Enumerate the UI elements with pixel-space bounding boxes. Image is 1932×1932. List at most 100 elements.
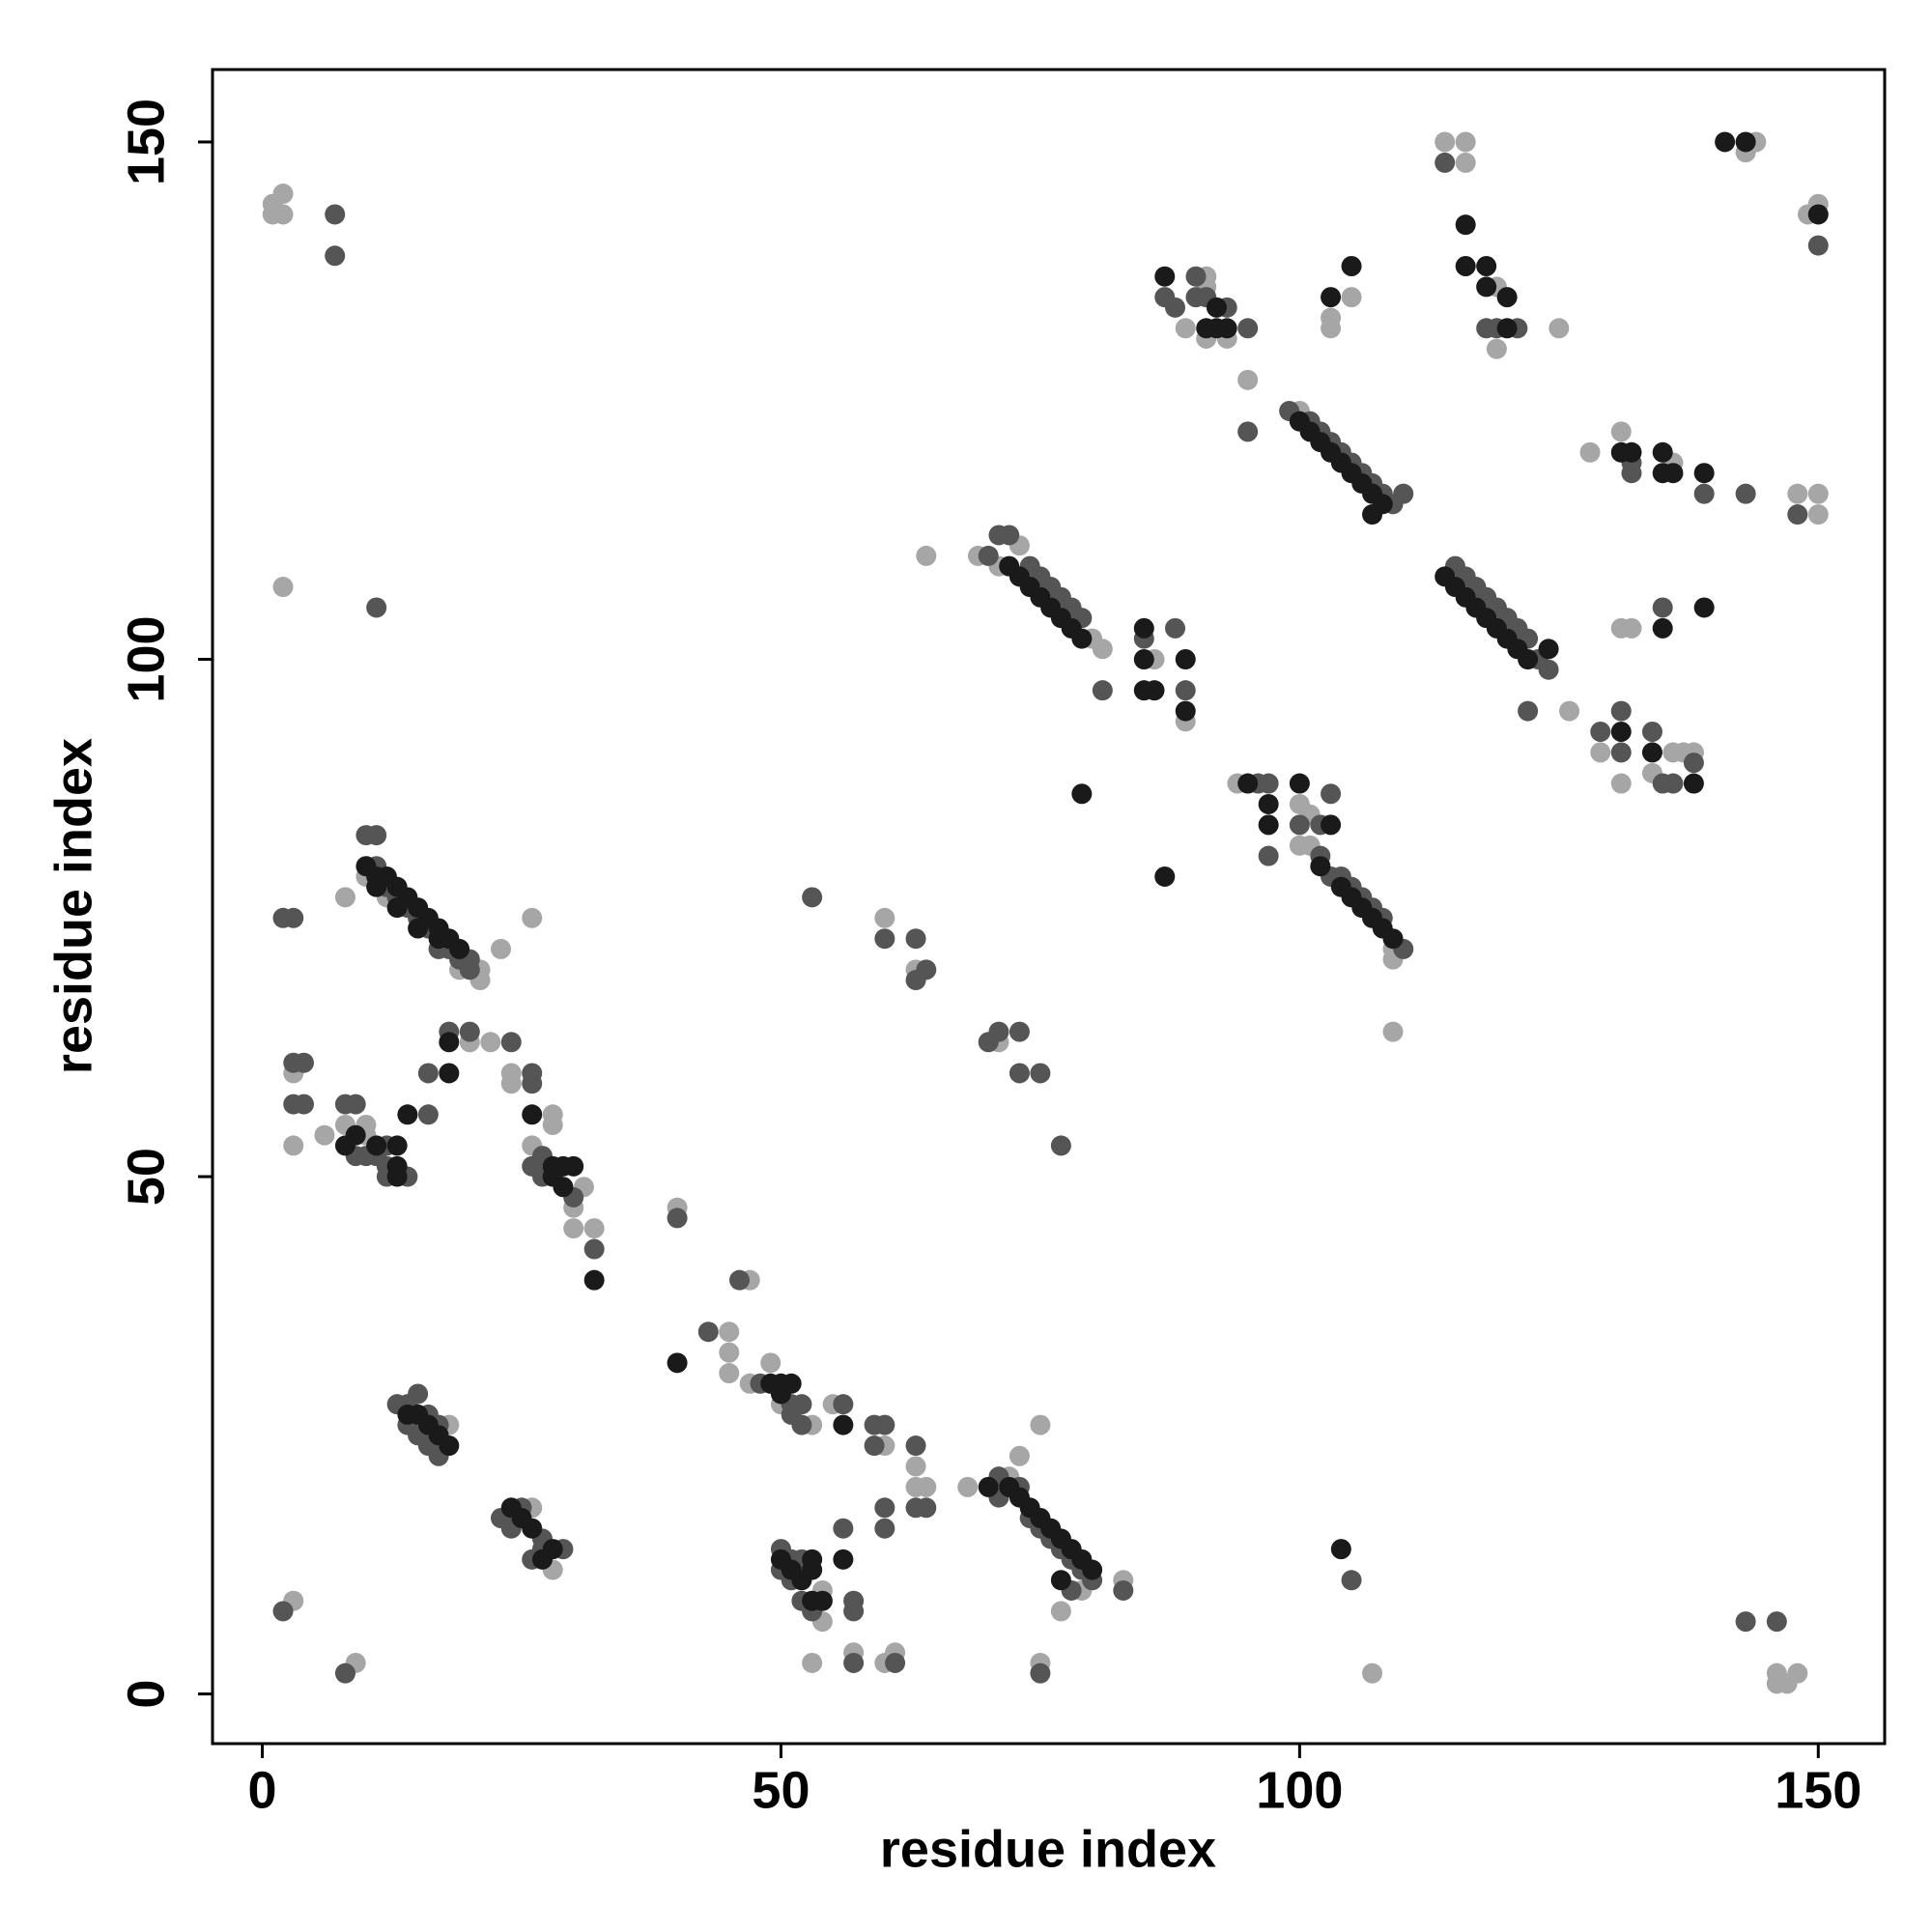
data-point [417, 1063, 439, 1084]
data-point [500, 1032, 522, 1053]
data-point [667, 1208, 688, 1229]
data-point [1030, 1063, 1051, 1084]
data-point [1206, 297, 1227, 318]
data-point [1321, 307, 1342, 328]
data-point [334, 887, 355, 908]
data-point [1641, 721, 1662, 742]
data-point [1310, 856, 1331, 877]
data-point [1154, 266, 1176, 287]
data-point [1009, 1021, 1030, 1042]
data-point [1030, 1662, 1051, 1684]
data-point [1455, 131, 1476, 153]
data-point [1113, 1579, 1134, 1601]
data-point [719, 1363, 740, 1384]
data-point [428, 928, 449, 950]
data-point [439, 1435, 460, 1457]
x-tick-label: 150 [1775, 1761, 1861, 1819]
data-point [449, 938, 470, 959]
data-point [978, 545, 999, 566]
data-point [1341, 256, 1362, 277]
data-point [1641, 742, 1662, 763]
data-point [1030, 1414, 1051, 1435]
data-point [1165, 297, 1186, 318]
data-point [1289, 773, 1310, 794]
data-point [272, 184, 294, 205]
data-point [770, 1383, 791, 1405]
data-point [791, 1570, 812, 1591]
data-point [1258, 773, 1279, 794]
data-point [1486, 338, 1507, 359]
data-point [1237, 773, 1259, 794]
data-point [1082, 1559, 1103, 1580]
data-point [314, 1124, 335, 1146]
data-point [916, 545, 937, 566]
data-point [272, 204, 294, 225]
data-point [1610, 773, 1632, 794]
data-point [1548, 318, 1570, 339]
data-point [1362, 1662, 1383, 1684]
data-point [397, 1104, 418, 1125]
y-tick-label: 0 [117, 1680, 175, 1709]
data-point [1807, 235, 1829, 256]
data-point [1455, 152, 1476, 173]
data-point [1382, 1021, 1404, 1042]
data-point [999, 525, 1020, 546]
data-point [1382, 928, 1404, 950]
data-point [325, 245, 346, 267]
data-point [459, 959, 480, 980]
data-point [366, 1135, 387, 1156]
data-point [833, 1414, 854, 1435]
data-point [916, 1497, 937, 1519]
data-point [1455, 214, 1476, 236]
data-point [1133, 617, 1154, 639]
data-point [1683, 773, 1704, 794]
data-point [1050, 1570, 1071, 1591]
data-point [1476, 256, 1497, 277]
data-point [366, 597, 387, 618]
data-point [1610, 421, 1632, 442]
data-point [1518, 700, 1539, 722]
data-point [874, 907, 895, 928]
data-point [1071, 783, 1093, 805]
data-point [905, 1435, 926, 1457]
data-point [583, 1269, 605, 1291]
data-point [1766, 1611, 1787, 1633]
data-point [1621, 617, 1642, 639]
data-point [1538, 659, 1559, 680]
data-point [334, 1662, 355, 1684]
data-point [480, 1032, 501, 1053]
data-point [1330, 1539, 1351, 1560]
data-point [1435, 131, 1456, 153]
data-point [1321, 287, 1342, 308]
x-tick-label: 0 [248, 1761, 277, 1819]
data-point [1735, 131, 1756, 153]
data-point [439, 1063, 460, 1084]
data-point [729, 1269, 751, 1291]
data-point [1341, 1570, 1362, 1591]
data-point [1175, 700, 1196, 722]
data-point [1237, 421, 1259, 442]
y-axis-title: residue index [44, 738, 102, 1074]
data-point [553, 1177, 574, 1198]
data-point [1050, 1135, 1071, 1156]
data-point [874, 928, 895, 950]
data-point [1237, 369, 1259, 390]
data-point [760, 1352, 781, 1374]
data-point [1476, 276, 1497, 298]
data-point [1579, 441, 1601, 463]
data-point [1289, 814, 1310, 836]
data-point [1538, 639, 1559, 660]
data-point [1092, 680, 1113, 701]
data-point [1693, 597, 1715, 618]
data-point [1185, 266, 1207, 287]
x-tick-label: 50 [752, 1761, 810, 1819]
data-point [1258, 845, 1279, 867]
data-point [491, 938, 512, 959]
data-point [386, 1166, 408, 1187]
data-point [522, 907, 543, 928]
data-point [864, 1435, 885, 1457]
data-point [1165, 617, 1186, 639]
data-point [1807, 504, 1829, 526]
data-point [583, 1238, 605, 1260]
